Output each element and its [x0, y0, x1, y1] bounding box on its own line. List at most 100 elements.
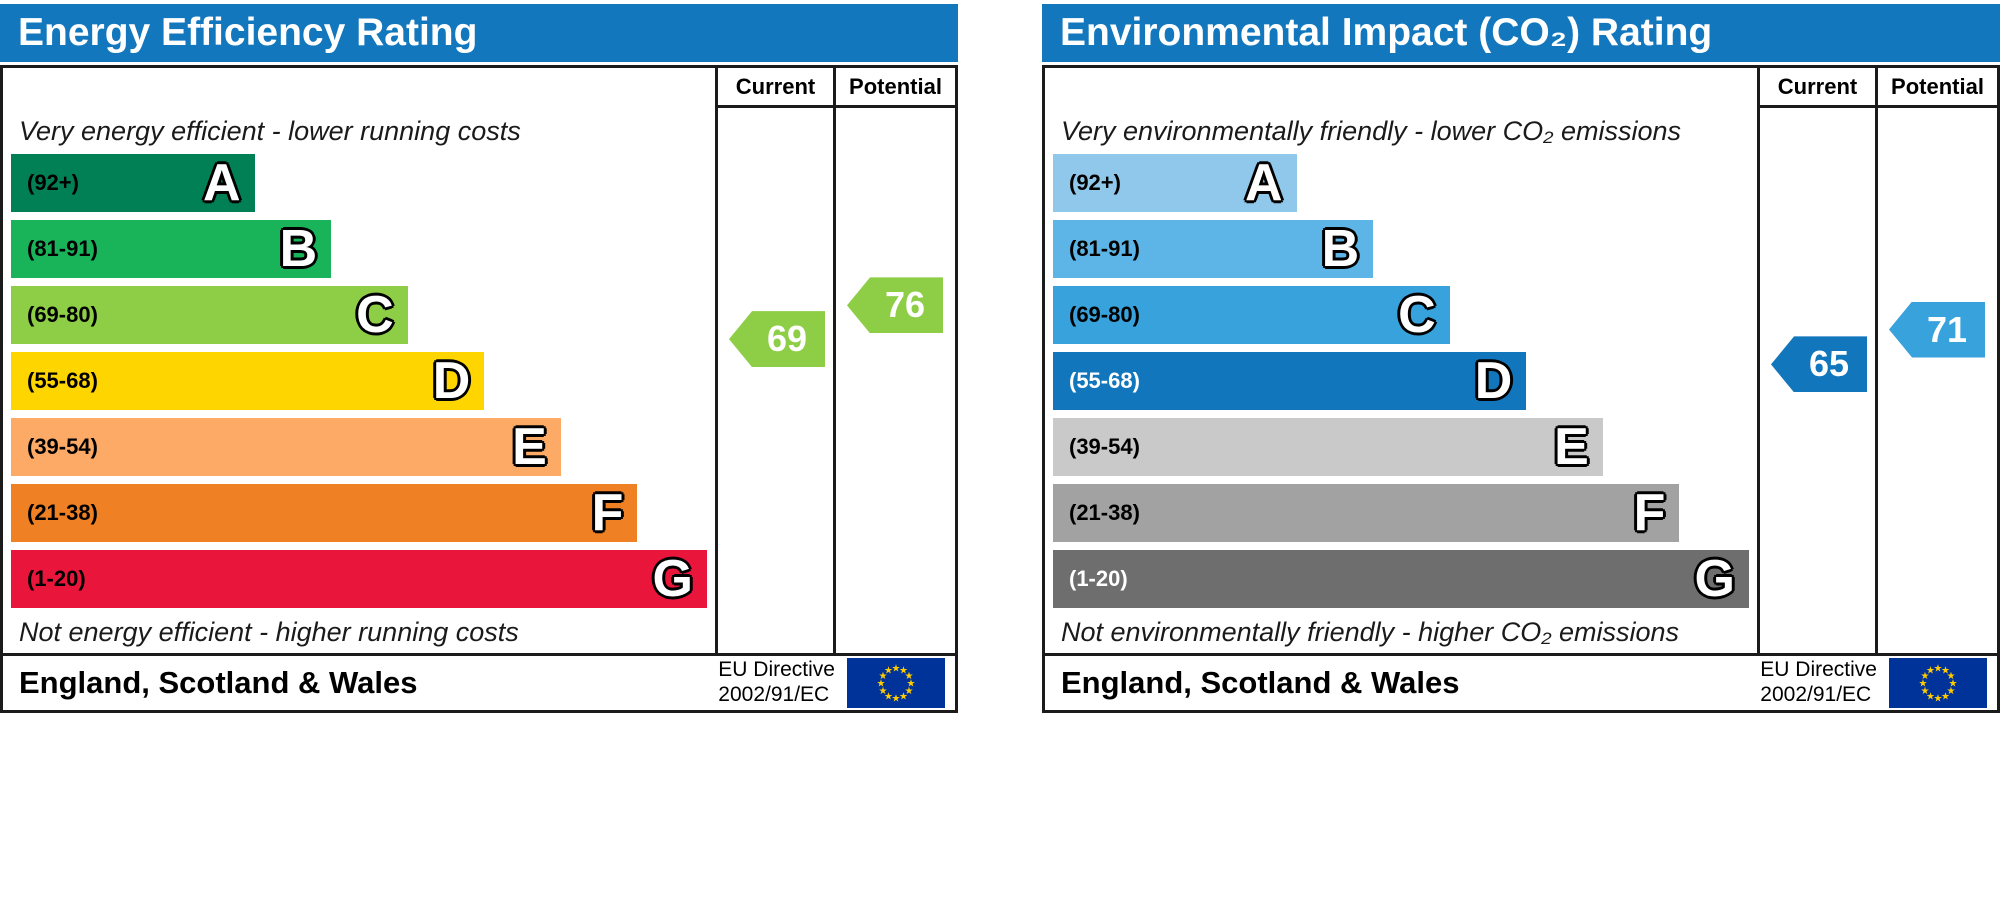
band-letter: G	[652, 550, 693, 608]
chart-footer: England, Scotland & Wales EU Directive 2…	[3, 653, 955, 710]
band-letter: E	[1554, 418, 1589, 476]
band-range-label: (39-54)	[1069, 434, 1140, 459]
rating-band-d: (55-68) D	[11, 352, 707, 410]
rating-band-c: (69-80) C	[11, 286, 707, 344]
current-column: 69	[715, 108, 833, 653]
band-range-label: (92+)	[27, 170, 79, 195]
eu-flag-star: ★	[892, 663, 901, 674]
band-letter: D	[432, 352, 471, 410]
eu-flag-star: ★	[879, 686, 888, 697]
eu-flag-star: ★	[1921, 686, 1930, 697]
band-letter: F	[591, 484, 624, 542]
potential-column-header: Potential	[1875, 68, 1997, 108]
band-range-label: (92+)	[1069, 170, 1121, 195]
current-value: 69	[766, 318, 808, 360]
eu-directive-label: EU Directive 2002/91/EC	[1760, 658, 1877, 708]
bands: (92+) A (81-91) B (69-80) C (55-68) D (39-54) E (2…	[1053, 154, 1749, 612]
eu-flag-star: ★	[1947, 671, 1956, 682]
bottom-caption: Not environmentally friendly - higher CO…	[1061, 617, 1680, 647]
eu-flag-star: ★	[1941, 665, 1950, 676]
eu-flag-icon: ★★★★★★★★★★★★	[1889, 658, 1987, 708]
band-letter: B	[279, 220, 318, 278]
band-letter: B	[1321, 220, 1360, 278]
eu-flag-star: ★	[879, 671, 888, 682]
current-value-arrow: 65	[1771, 336, 1867, 393]
energy-efficiency-chart: Energy Efficiency Rating Current Potenti…	[0, 4, 958, 713]
current-column-header: Current	[1757, 68, 1875, 108]
rating-band-f: (21-38) F	[11, 484, 707, 542]
band-letter: F	[1633, 484, 1666, 542]
band-range-label: (81-91)	[27, 236, 98, 261]
rating-scale: Very energy efficient - lower running co…	[3, 108, 715, 653]
rating-band-g: (1-20) G	[11, 550, 707, 608]
band-bar: (21-38) F	[11, 484, 638, 542]
corner-cell	[3, 68, 715, 108]
eu-flag-star: ★	[892, 693, 901, 704]
rating-band-a: (92+) A	[11, 154, 707, 212]
band-bar: (81-91) B	[1053, 220, 1374, 278]
eu-flag-star: ★	[884, 691, 893, 702]
band-letter: E	[512, 418, 547, 476]
chart-grid: Current Potential Very environmentally f…	[1045, 68, 1997, 653]
band-range-label: (81-91)	[1069, 236, 1140, 261]
eu-flag-star: ★	[1926, 665, 1935, 676]
current-column: 65	[1757, 108, 1875, 653]
eu-flag-star: ★	[1949, 678, 1958, 689]
bottom-caption: Not energy efficient - higher running co…	[19, 617, 519, 647]
eu-directive-line: EU Directive	[718, 658, 835, 682]
epc-charts-page: Energy Efficiency Rating Current Potenti…	[0, 4, 2000, 713]
eu-directive-label: EU Directive 2002/91/EC	[718, 658, 835, 708]
band-letter: G	[1694, 550, 1735, 608]
band-range-label: (55-68)	[27, 368, 98, 393]
eu-flag-star: ★	[899, 665, 908, 676]
eu-flag-star: ★	[899, 691, 908, 702]
band-bar: (55-68) D	[1053, 352, 1527, 410]
bands: (92+) A (81-91) B (69-80) C (55-68) D (39-54) E (2…	[11, 154, 707, 612]
band-range-label: (69-80)	[27, 302, 98, 327]
rating-band-e: (39-54) E	[11, 418, 707, 476]
band-bar: (39-54) E	[1053, 418, 1603, 476]
eu-flag-star: ★	[1934, 693, 1943, 704]
rating-band-b: (81-91) B	[1053, 220, 1749, 278]
chart-grid: Current Potential Very energy efficient …	[3, 68, 955, 653]
current-value: 65	[1808, 343, 1850, 385]
chart-footer: England, Scotland & Wales EU Directive 2…	[1045, 653, 1997, 710]
rating-band-a: (92+) A	[1053, 154, 1749, 212]
band-range-label: (69-80)	[1069, 302, 1140, 327]
band-range-label: (39-54)	[27, 434, 98, 459]
rating-band-g: (1-20) G	[1053, 550, 1749, 608]
band-letter: C	[356, 286, 394, 344]
eu-directive-line: EU Directive	[1760, 658, 1877, 682]
rating-band-c: (69-80) C	[1053, 286, 1749, 344]
eu-flag-icon: ★★★★★★★★★★★★	[847, 658, 945, 708]
top-caption: Very energy efficient - lower running co…	[19, 115, 521, 146]
eu-flag-star: ★	[1941, 691, 1950, 702]
eu-flag-star: ★	[1934, 663, 1943, 674]
band-bar: (92+) A	[1053, 154, 1297, 212]
eu-flag-star: ★	[905, 686, 914, 697]
rating-band-b: (81-91) B	[11, 220, 707, 278]
region-label: England, Scotland & Wales	[19, 665, 418, 700]
band-bar: (55-68) D	[11, 352, 485, 410]
potential-column: 71	[1875, 108, 1997, 653]
potential-value-arrow: 76	[847, 277, 943, 334]
band-range-label: (1-20)	[27, 566, 86, 591]
eu-flag-star: ★	[905, 671, 914, 682]
band-range-label: (21-38)	[27, 500, 98, 525]
chart-frame: Current Potential Very environmentally f…	[1042, 65, 2000, 713]
band-bar: (1-20) G	[11, 550, 707, 608]
band-letter: C	[1398, 286, 1436, 344]
band-range-label: (1-20)	[1069, 566, 1128, 591]
corner-cell	[1045, 68, 1757, 108]
band-bar: (69-80) C	[1053, 286, 1450, 344]
band-bar: (1-20) G	[1053, 550, 1749, 608]
band-bar: (69-80) C	[11, 286, 408, 344]
potential-value-arrow: 71	[1889, 301, 1985, 358]
band-letter: A	[1245, 154, 1283, 212]
band-letter: A	[203, 154, 241, 212]
current-value-arrow: 69	[729, 311, 825, 368]
eu-flag-star: ★	[1919, 678, 1928, 689]
eu-directive-line: 2002/91/EC	[718, 683, 830, 706]
rating-scale: Very environmentally friendly - lower CO…	[1045, 108, 1757, 653]
band-letter: D	[1474, 352, 1513, 410]
